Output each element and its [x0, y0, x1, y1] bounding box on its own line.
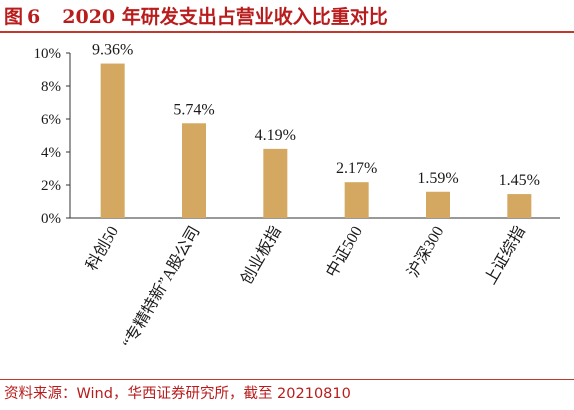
- y-tick-label: 6%: [41, 112, 61, 128]
- source-divider: [0, 379, 574, 380]
- category-labels: 科创50“专精特新”A股公司 创业板指 中证500 沪深300 上证综指: [83, 223, 529, 351]
- figure-number: 6: [27, 6, 41, 28]
- bar: [344, 182, 369, 218]
- data-label: 5.74%: [173, 101, 214, 118]
- x-tick-label: 科创50: [83, 223, 123, 274]
- y-tick-label: 4%: [41, 145, 61, 161]
- y-tick-label: 10%: [34, 46, 62, 62]
- x-tick-label: 中证500: [323, 223, 367, 281]
- figure-label: 图: [4, 6, 24, 28]
- y-tick-label: 0%: [41, 211, 61, 227]
- bar-chart: 0% 2% 4% 6% 8% 10% 9.36% 5.74% 4.19% 2.17% 1.59% 1…: [34, 42, 560, 351]
- chart-title: 2020 年研发支出占营业收入比重对比: [62, 6, 388, 28]
- x-tick-label: 创业板指: [237, 223, 285, 287]
- y-axis: 0% 2% 4% 6% 8% 10%: [34, 46, 71, 227]
- value-labels: 9.36% 5.74% 4.19% 2.17% 1.59% 1.45%: [92, 42, 540, 190]
- bar: [182, 123, 206, 218]
- bar: [100, 63, 125, 218]
- data-label: 9.36%: [92, 42, 133, 59]
- bars: [100, 63, 532, 218]
- bar: [263, 148, 288, 218]
- figure-title: 图 6 2020 年研发支出占营业收入比重对比: [4, 4, 388, 30]
- data-label: 1.45%: [499, 172, 540, 189]
- y-tick-label: 8%: [41, 79, 61, 95]
- y-tick-label: 2%: [41, 178, 61, 194]
- x-tick-label: 沪深300: [404, 223, 448, 281]
- bar: [426, 191, 450, 218]
- x-tick-label: “专精特新”A股公司: [119, 223, 203, 351]
- source-note: 资料来源：Wind，华西证券研究所，截至 20210810: [4, 386, 351, 402]
- data-label: 1.59%: [417, 170, 458, 187]
- x-tick-label: 上证综指: [481, 223, 529, 287]
- bar: [507, 194, 532, 218]
- data-label: 4.19%: [255, 127, 296, 144]
- data-label: 2.17%: [336, 160, 377, 177]
- title-divider: [0, 31, 574, 33]
